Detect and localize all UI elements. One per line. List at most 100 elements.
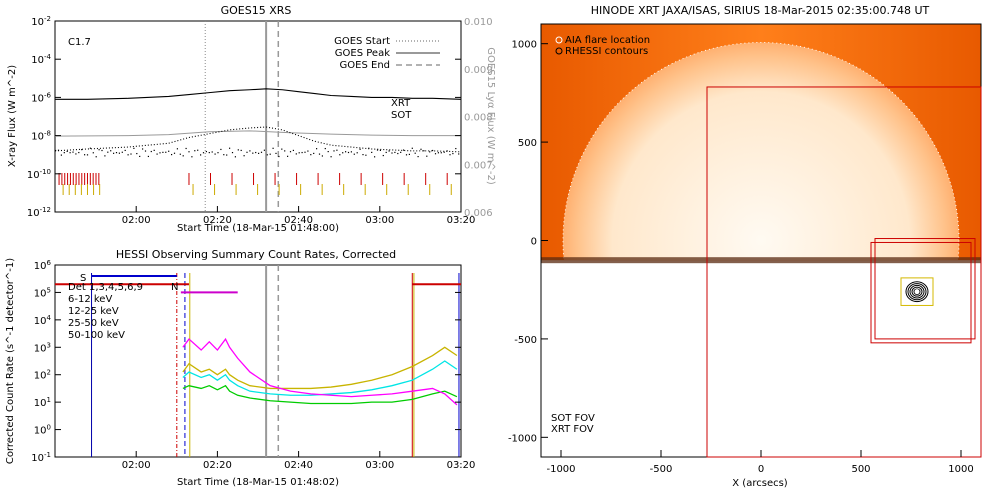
goes-noise-point (240, 149, 242, 152)
goes-noise-point (220, 148, 222, 151)
goes-noise-point (81, 149, 83, 151)
goes-noise-point (310, 154, 312, 156)
xrt-y-tick-label: 500 (518, 138, 537, 149)
goes-noise-point (162, 151, 164, 153)
goes-noise-point (400, 151, 402, 153)
goes-noise-point (397, 152, 399, 155)
tick-label: 101 (34, 396, 51, 409)
goes-noise-point (284, 150, 286, 152)
aia-legend-symbol (555, 36, 563, 44)
xrt-legend-rhessi: RHESSI contours (565, 46, 648, 57)
xrt-legend-top: AIA flare location RHESSI contours (555, 35, 650, 57)
goes-noise-point (289, 151, 292, 153)
hessi-x-tick-label: 03:00 (365, 460, 394, 471)
goes-x-tick-label: 02:20 (203, 215, 232, 226)
goes-noise-point (307, 150, 309, 152)
goes-noise-point (295, 153, 297, 155)
hessi-series (182, 337, 458, 406)
hessi-marker-s: S (80, 273, 86, 284)
goes-noise-point (223, 154, 225, 156)
tick-label: 10-10 (27, 168, 51, 181)
goes-title: GOES15 XRS (221, 4, 292, 17)
tick-label: 0.010 (464, 17, 493, 28)
goes-noise-point (229, 147, 231, 149)
xrt-legend-aia: AIA flare location (565, 35, 650, 46)
goes-noise-point (252, 152, 254, 154)
goes-noise-point (156, 153, 158, 155)
tick-label: 102 (34, 369, 51, 382)
goes-noise-point (411, 147, 413, 149)
aia-flare-marker (914, 289, 920, 295)
hessi-legend-6-12: 6-12 keV (68, 294, 112, 305)
goes-noise-point (408, 153, 410, 155)
goes-noise-point (211, 151, 213, 153)
xrt-legend-sot: SOT FOV (551, 413, 595, 424)
goes-noise-point (266, 154, 268, 156)
xrt-image-edge (541, 257, 981, 264)
goes-noise-point (63, 152, 65, 154)
goes-noise-point (365, 154, 367, 156)
goes-right-axis-ticks: 0.010 0.009 0.008 0.007 0.006 (464, 17, 493, 219)
goes-x-tick-label: 02:00 (122, 215, 151, 226)
goes-noise-point (182, 155, 184, 157)
goes-noise-point (243, 155, 245, 157)
goes-noise-point (388, 150, 390, 152)
goes-noise-point (371, 151, 373, 154)
goes-noise-point (304, 151, 306, 153)
goes-noise-point (316, 148, 318, 150)
hessi-y-label: Corrected Count Rate (s^-1 detector^-1) (5, 258, 16, 464)
goes-noise-point (374, 156, 376, 158)
hessi-x-axis-ticks: 02:00 02:20 02:40 03:00 03:20 (122, 451, 476, 471)
goes-x-tick-label: 03:20 (447, 215, 476, 226)
goes-x-tick-label: 03:00 (365, 215, 394, 226)
tick-label: 10-6 (31, 91, 51, 104)
goes-legend-end: GOES End (340, 60, 390, 71)
goes-noise-point (403, 149, 405, 151)
tick-label: 104 (34, 314, 52, 327)
goes-noise-point (350, 151, 352, 153)
goes-noise-point (171, 153, 173, 156)
goes-noise-point (202, 152, 205, 154)
goes-noise-point (440, 152, 442, 154)
goes-noise-point (118, 152, 120, 154)
goes-noise-point (356, 152, 358, 154)
instrument-coverage-ticks (58, 173, 452, 195)
goes-noise-point (121, 151, 123, 153)
tick-label: 0.009 (464, 65, 493, 76)
tick-label: 10-8 (31, 130, 51, 143)
xrt-legend-xrt: XRT FOV (551, 424, 594, 435)
goes-noise-point (107, 151, 109, 153)
goes-noise-point (127, 154, 129, 156)
goes-legend-start: GOES Start (334, 36, 390, 47)
goes-noise-point (417, 155, 419, 158)
xrt-x-axis-ticks: -1000 -500 0 500 1000 (546, 450, 974, 475)
hessi-panel: HESSI Observing Summary Count Rates, Cor… (5, 248, 475, 488)
tick-label: 10-1 (31, 451, 51, 464)
goes-noise-point (260, 151, 263, 153)
tick-label: 10-12 (27, 206, 51, 219)
goes-noise-point (92, 152, 94, 154)
goes-noise-point (405, 154, 408, 156)
goes-noise-point (359, 148, 361, 150)
goes-noise-point (339, 154, 341, 156)
goes-legend: GOES Start GOES Peak GOES End (334, 36, 440, 71)
tick-label: 105 (34, 286, 51, 299)
goes-noise-point (144, 150, 147, 152)
goes-noise-point (110, 150, 112, 152)
goes-noise-point (188, 151, 190, 153)
hessi-series-line (182, 337, 458, 406)
hessi-x-tick-label: 03:20 (447, 460, 476, 471)
goes-noise-point (133, 147, 135, 149)
tick-label: 0.008 (464, 113, 493, 124)
goes-noise-point (318, 153, 321, 155)
hessi-x-tick-label: 02:40 (284, 460, 313, 471)
hessi-series-line (182, 346, 458, 390)
goes-noise-scatter (55, 147, 460, 158)
goes-noise-point (226, 154, 228, 156)
goes-noise-point (420, 148, 422, 150)
goes-noise-point (150, 150, 152, 153)
goes-noise-point (429, 151, 431, 153)
rhessi-contour (909, 284, 925, 299)
goes-y-label: X-ray Flux (W m^-2) (7, 65, 18, 167)
